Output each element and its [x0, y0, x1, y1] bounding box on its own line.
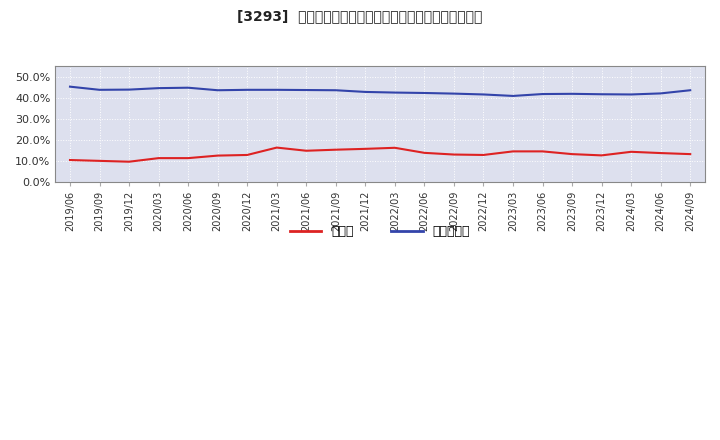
Legend: 現領金, 有利子負債: 現領金, 有利子負債 — [285, 220, 475, 243]
Text: [3293]  現預金、有利子負債の総資産に対する比率の推移: [3293] 現預金、有利子負債の総資産に対する比率の推移 — [238, 9, 482, 23]
